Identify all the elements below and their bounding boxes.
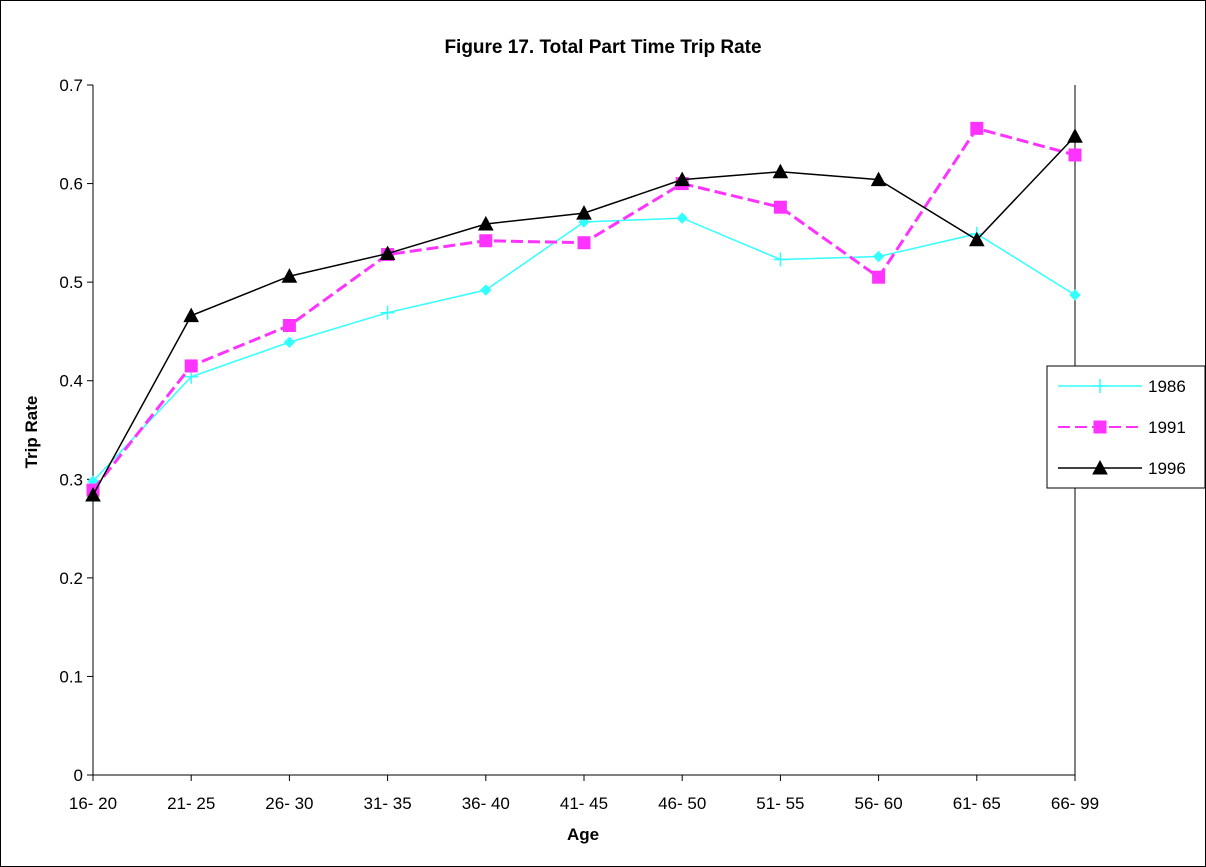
data-point-1996 <box>281 268 298 283</box>
data-point-1986 <box>380 305 395 320</box>
data-point-1991 <box>872 270 886 284</box>
legend-marker <box>1092 459 1108 475</box>
x-tick-label: 26- 30 <box>265 794 313 813</box>
series-layer <box>85 121 1083 502</box>
x-tick-label: 41- 45 <box>560 794 608 813</box>
chart-title: Figure 17. Total Part Time Trip Rate <box>444 37 761 58</box>
legend-label: 1986 <box>1148 377 1186 396</box>
data-point-1996 <box>576 205 592 220</box>
data-point-1996 <box>870 171 887 187</box>
data-point-1991 <box>184 359 198 373</box>
x-tick-label: 36- 40 <box>462 794 510 813</box>
data-point-1986 <box>676 212 688 224</box>
data-point-1986 <box>283 336 296 348</box>
y-tick-label: 0.6 <box>59 175 83 194</box>
data-point-1996 <box>674 171 691 187</box>
data-point-1991 <box>577 236 591 250</box>
y-tick-label: 0.4 <box>59 372 83 391</box>
x-axis-title: Age <box>567 825 599 844</box>
data-point-1996 <box>1067 128 1083 143</box>
x-tick-label: 31- 35 <box>363 794 411 813</box>
x-tick-label: 56- 60 <box>854 794 902 813</box>
data-point-1991 <box>479 234 493 248</box>
data-point-1986 <box>773 252 788 267</box>
data-point-1996 <box>183 307 200 323</box>
axes: 0 0.1 0.2 0.3 0.4 0.5 0.6 0.7 16- 20 21- 25 26- 30… <box>59 76 1099 813</box>
x-tick-label: 21- 25 <box>167 794 215 813</box>
x-tick-label: 16- 20 <box>69 794 117 813</box>
data-point-1996 <box>85 487 101 502</box>
data-point-1986 <box>872 250 885 263</box>
y-tick-label: 0.2 <box>59 569 83 588</box>
data-point-1986 <box>1069 289 1081 301</box>
x-tick-label: 61- 65 <box>953 794 1001 813</box>
data-point-1996 <box>772 163 789 179</box>
legend-item-1996: 1996 <box>1058 459 1186 478</box>
series-1996 <box>85 128 1083 502</box>
data-point-1996 <box>379 245 396 261</box>
legend-marker <box>1093 379 1107 393</box>
x-tick-label: 66- 99 <box>1051 794 1099 813</box>
x-tick-label: 51- 55 <box>756 794 804 813</box>
legend-label: 1996 <box>1148 459 1186 478</box>
y-tick-label: 0.3 <box>59 470 83 489</box>
data-point-1991 <box>1068 148 1082 162</box>
x-tick-label: 46- 50 <box>658 794 706 813</box>
y-tick-label: 0.7 <box>59 76 83 95</box>
data-point-1986 <box>480 284 492 296</box>
data-point-1991 <box>773 200 787 214</box>
legend-marker <box>1093 420 1107 434</box>
data-point-1991 <box>282 319 296 333</box>
legend-item-1991: 1991 <box>1058 418 1186 437</box>
legend-item-1986: 1986 <box>1058 377 1186 396</box>
data-point-1991 <box>970 121 984 135</box>
y-tick-label: 0 <box>74 766 83 785</box>
y-axis-title: Trip Rate <box>22 396 41 469</box>
series-1991 <box>86 121 1082 497</box>
data-point-1996 <box>968 231 985 247</box>
legend: 1986 1991 1996 <box>1046 365 1206 489</box>
y-tick-label: 0.5 <box>59 273 83 292</box>
legend-label: 1991 <box>1148 418 1186 437</box>
data-point-1996 <box>477 215 494 231</box>
y-tick-label: 0.1 <box>59 667 83 686</box>
